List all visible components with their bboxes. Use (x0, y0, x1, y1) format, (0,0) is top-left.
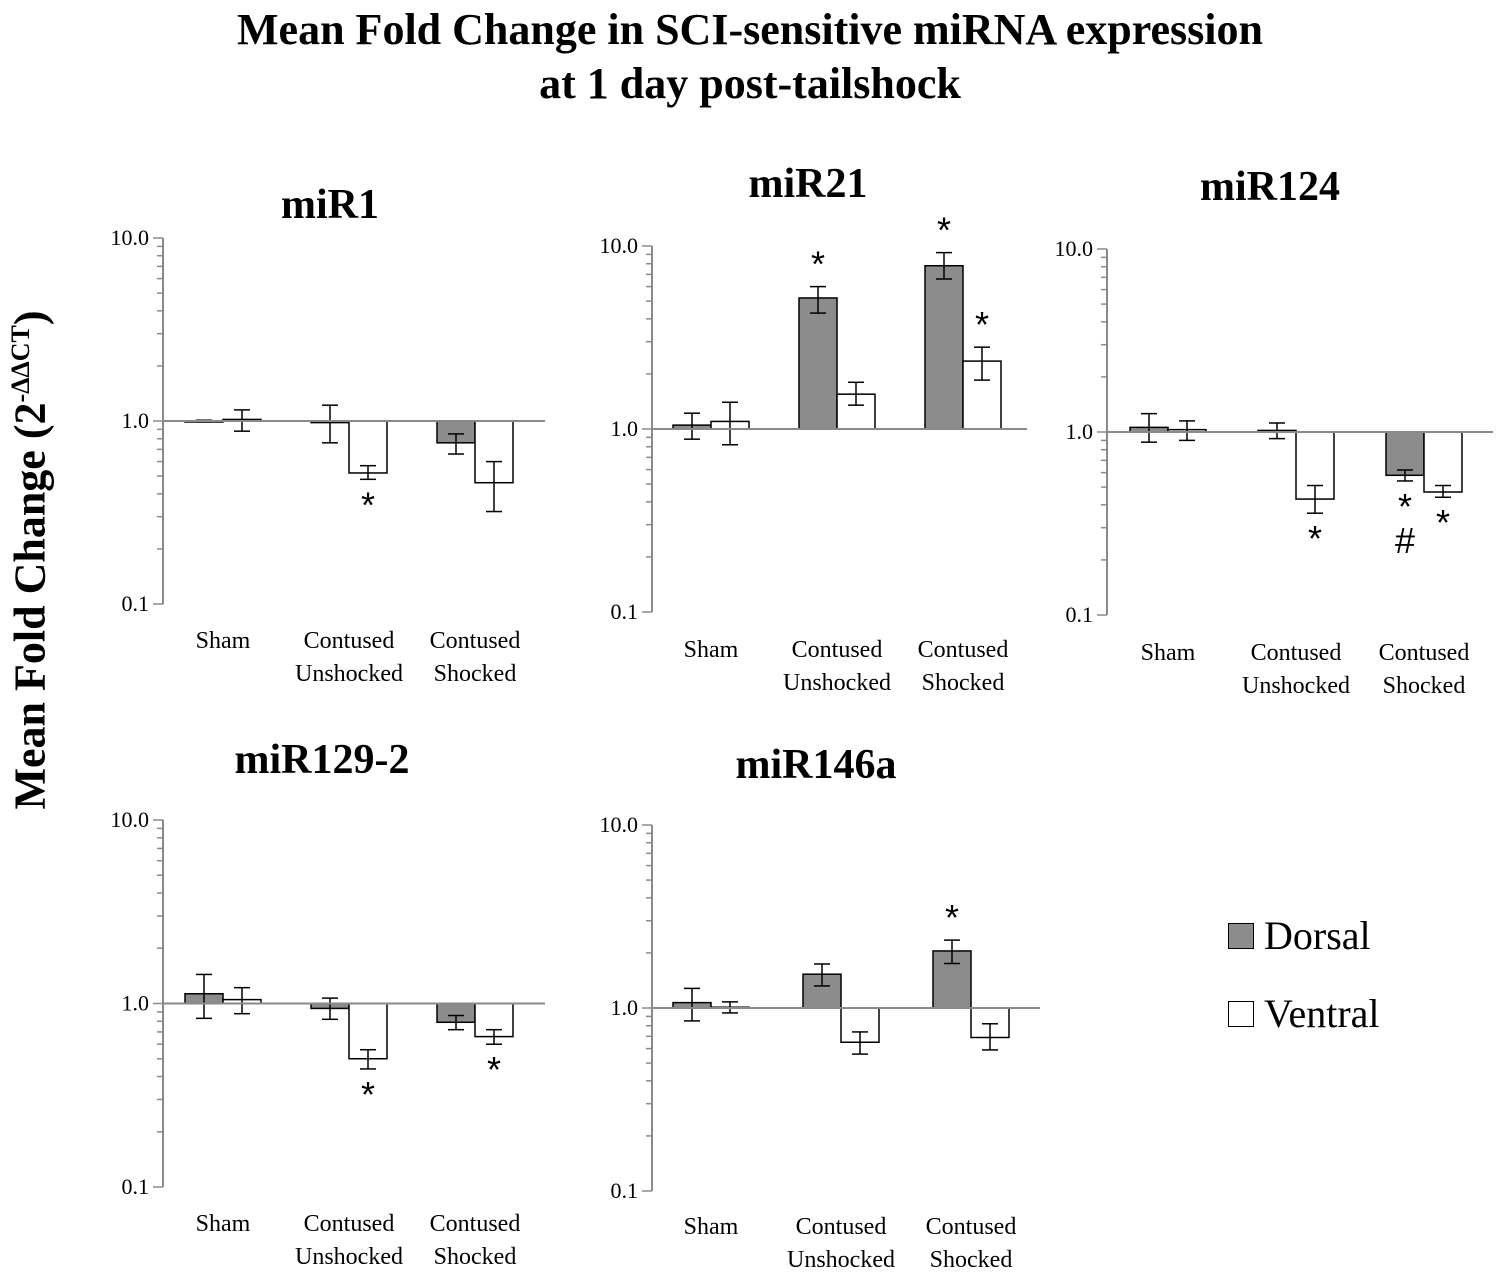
chart-panel-miR124: miR124 10.0 1.0 0.1 Sham Contused Unshocked Con… (1055, 164, 1493, 699)
category-label: Shocked (434, 661, 517, 687)
chart-title: miR129-2 (235, 737, 410, 783)
category-label: Contused (926, 1214, 1017, 1240)
category-label: Shocked (930, 1247, 1013, 1273)
bar-ventral-2 (1423, 431, 1463, 493)
category-label: Contused (1379, 640, 1470, 666)
significance-marker: * (361, 1074, 375, 1115)
legend-ventral-swatch (1228, 1000, 1254, 1027)
y-tick-label: 1.0 (122, 991, 150, 1016)
category-label: Contused (304, 628, 395, 654)
category-label: Unshocked (295, 661, 403, 687)
chart-title: miR146a (736, 742, 897, 788)
y-tick-label: 10.0 (111, 225, 150, 250)
category-label: Unshocked (787, 1247, 895, 1273)
category-label: Shocked (434, 1244, 517, 1270)
y-tick-label: 10.0 (111, 807, 150, 832)
category-label: Unshocked (295, 1244, 403, 1270)
y-tick-label: 10.0 (600, 812, 639, 837)
y-tick-label: 0.1 (1066, 602, 1094, 627)
y-tick-label: 1.0 (611, 416, 639, 441)
category-label: Shocked (1383, 673, 1466, 699)
legend-dorsal: Dorsal (1228, 912, 1371, 959)
chart-panel-miR21: miR21 10.0 1.0 0.1 Sham Contused Unshocked Cont… (600, 161, 1027, 696)
significance-marker: * (937, 210, 951, 251)
category-label: Sham (196, 628, 251, 654)
significance-marker: * (361, 484, 375, 525)
significance-marker: * (975, 304, 989, 345)
bar-dorsal-1 (798, 297, 838, 430)
chart-title: miR1 (281, 182, 379, 228)
category-label: Contused (918, 637, 1009, 663)
legend-dorsal-label: Dorsal (1264, 913, 1371, 958)
y-tick-label: 0.1 (611, 599, 639, 624)
legend-ventral: Ventral (1228, 990, 1380, 1037)
bar-dorsal-2 (924, 264, 964, 430)
bar-dorsal-2 (1385, 431, 1425, 477)
significance-marker: * (1308, 518, 1322, 559)
figure-title-line1: Mean Fold Change in SCI-sensitive miRNA … (237, 5, 1263, 54)
bar-ventral-1 (348, 420, 388, 474)
y-tick-label: 10.0 (600, 233, 639, 258)
y-tick-label: 10.0 (1055, 236, 1094, 261)
figure-title-line2: at 1 day post-tailshock (539, 59, 961, 108)
category-label: Contused (796, 1214, 887, 1240)
category-label: Sham (196, 1211, 251, 1237)
legend-ventral-label: Ventral (1264, 991, 1380, 1036)
category-label: Contused (430, 628, 521, 654)
significance-marker: * (1436, 502, 1450, 543)
y-tick-label: 1.0 (611, 995, 639, 1020)
significance-marker: * (811, 244, 825, 285)
category-label: Sham (684, 637, 739, 663)
legend-dorsal-swatch (1228, 922, 1254, 949)
category-label: Shocked (922, 670, 1005, 696)
category-label: Contused (430, 1211, 521, 1237)
significance-marker: * (487, 1049, 501, 1090)
category-label: Unshocked (783, 670, 891, 696)
significance-marker: * (945, 897, 959, 938)
chart-title: miR21 (749, 161, 868, 207)
y-tick-label: 0.1 (122, 1174, 150, 1199)
chart-panel-miR1: miR1 10.0 1.0 0.1 Sham Contused Unshocked Contu… (111, 182, 545, 687)
category-label: Contused (304, 1211, 395, 1237)
category-label: Sham (1141, 640, 1196, 666)
chart-panel-miR146a: miR146a 10.0 1.0 0.1 Sham Contused Unshocked Co… (600, 742, 1040, 1273)
significance-marker: * (1398, 486, 1412, 527)
category-label: Sham (684, 1214, 739, 1240)
y-tick-label: 0.1 (122, 591, 150, 616)
y-tick-label: 1.0 (122, 408, 150, 433)
category-label: Contused (792, 637, 883, 663)
category-label: Unshocked (1242, 673, 1350, 699)
chart-panel-miR129-2: miR129-2 10.0 1.0 0.1 Sham Contused Unshocked C… (111, 737, 545, 1270)
significance-marker: # (1395, 520, 1415, 561)
category-label: Contused (1251, 640, 1342, 666)
chart-title: miR124 (1200, 164, 1340, 210)
y-tick-label: 0.1 (611, 1178, 639, 1203)
y-tick-label: 1.0 (1066, 419, 1094, 444)
